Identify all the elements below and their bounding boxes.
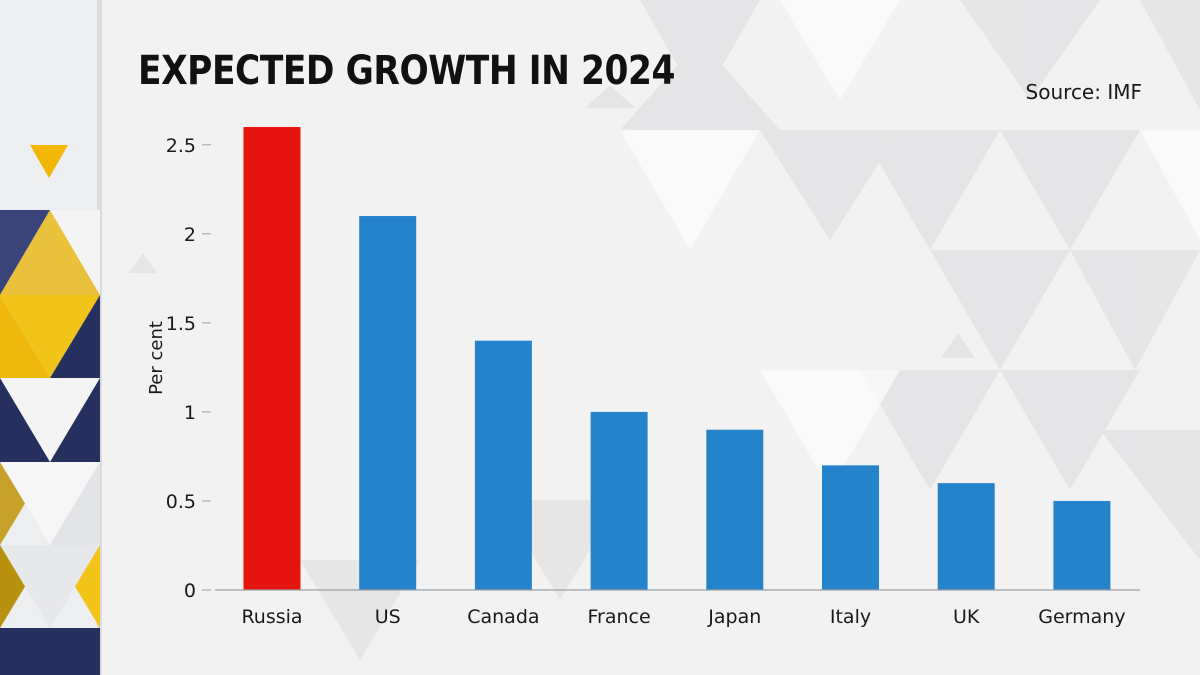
bars (243, 127, 1111, 591)
bar-germany (1053, 500, 1111, 590)
x-tick-label-russia: Russia (241, 606, 302, 628)
bar-italy (822, 465, 879, 590)
x-tick-label-canada: Canada (467, 606, 539, 628)
y-tick-label: 0 (184, 580, 196, 602)
y-tick-label: 2.5 (166, 135, 196, 157)
x-tick-label-germany: Germany (1038, 606, 1125, 628)
y-tick-label: 1 (184, 402, 196, 424)
white-triangles (620, 0, 1200, 490)
x-tick-label-us: US (375, 606, 401, 628)
bar-uk (937, 483, 995, 590)
source-note: Source: IMF (1025, 80, 1142, 104)
bar-canada (474, 340, 532, 590)
x-axis-labels: Russia US Canada France Japan Italy UK Germany (241, 606, 1125, 628)
y-tick-label: 2 (184, 224, 196, 246)
bar-us (359, 216, 417, 591)
left-mosaic (0, 210, 100, 675)
bar-france (590, 411, 648, 590)
yellow-triangle-marker (30, 145, 68, 178)
x-tick-label-france: France (588, 606, 651, 628)
bar-russia (243, 127, 301, 590)
x-tick-label-italy: Italy (830, 606, 871, 628)
chart-title: EXPECTED GROWTH IN 2024 (138, 48, 676, 94)
y-axis-label: Per cent (146, 321, 167, 395)
y-tick-label: 1.5 (166, 313, 196, 335)
y-tick-label: 0.5 (166, 491, 196, 513)
faint-triangles (129, 0, 1200, 660)
x-tick-label-japan: Japan (707, 606, 761, 628)
bar-japan (706, 429, 764, 590)
y-axis-ticks: 0 0.5 1 1.5 2 2.5 (166, 135, 211, 602)
x-tick-label-uk: UK (953, 606, 980, 628)
